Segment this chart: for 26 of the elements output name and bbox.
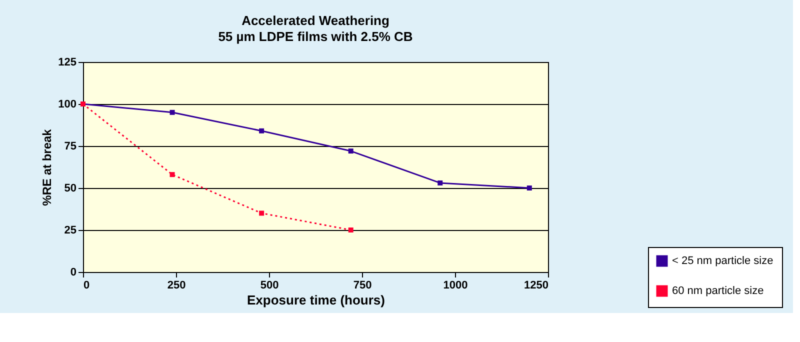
x-tick-label: 250 — [167, 280, 186, 292]
point — [170, 172, 175, 178]
point — [526, 186, 532, 190]
point — [259, 128, 264, 134]
y-tick-label: 25 — [64, 224, 76, 236]
legend-label: < 25 nm particle size — [672, 255, 774, 267]
x-tick-label: 0 — [84, 280, 90, 292]
x-tick-label: 1250 — [524, 280, 548, 292]
point — [438, 180, 443, 186]
y-axis-title: %RE at break — [40, 128, 54, 206]
point — [348, 148, 354, 154]
y-tick-label: 0 — [70, 266, 76, 278]
legend-label: 60 nm particle size — [672, 285, 764, 297]
y-tick-label: 100 — [58, 98, 76, 110]
x-axis-title: Exposure time (hours) — [247, 292, 385, 308]
point — [348, 228, 354, 232]
chart-title: Accelerated Weathering — [242, 13, 390, 28]
x-tick-label: 750 — [353, 280, 372, 292]
x-tick-label: 500 — [260, 280, 279, 292]
chart-subtitle: 55 µm LDPE films with 2.5% CB — [218, 29, 413, 44]
point — [259, 210, 264, 216]
point — [170, 110, 175, 115]
y-tick-label: 75 — [64, 140, 76, 152]
x-tick-label: 1000 — [443, 280, 468, 292]
y-tick-label: 125 — [58, 56, 76, 68]
y-tick-label: 50 — [64, 182, 76, 194]
